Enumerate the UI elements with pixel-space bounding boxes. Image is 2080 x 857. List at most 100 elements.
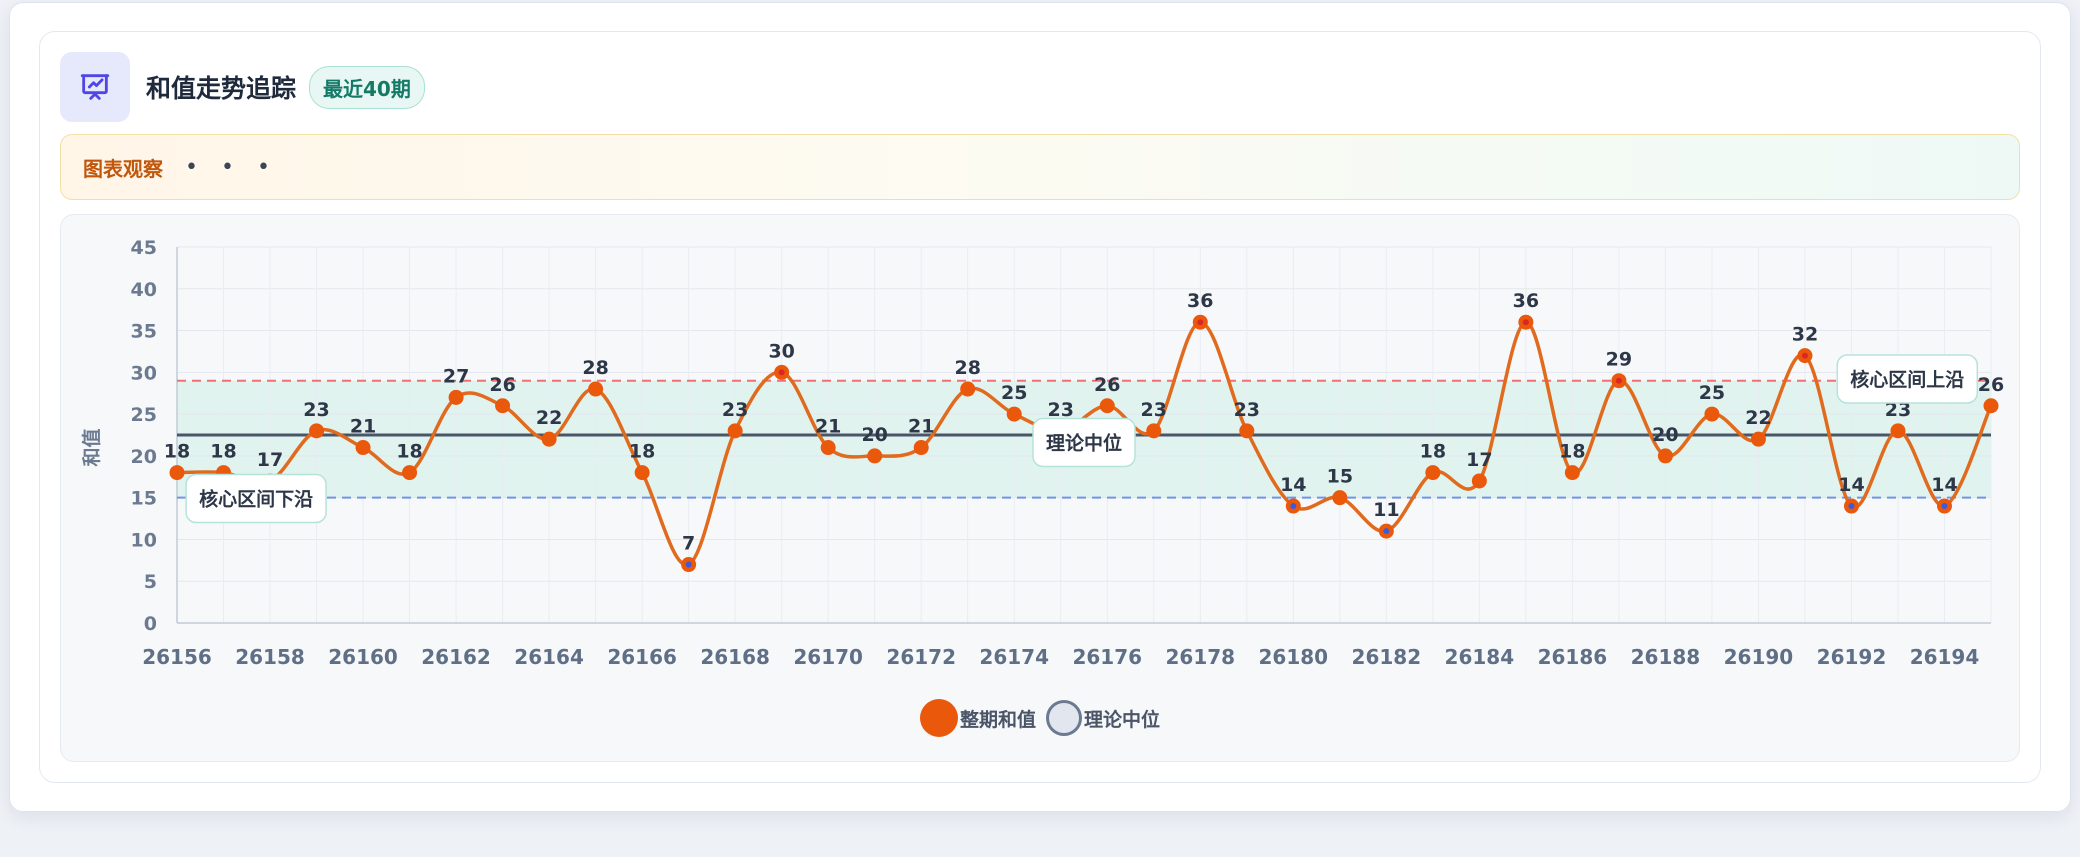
data-point <box>1983 398 1999 414</box>
data-label: 28 <box>582 357 608 379</box>
x-tick-label: 26190 <box>1724 645 1794 669</box>
data-point <box>727 423 743 439</box>
data-label: 17 <box>257 449 283 471</box>
y-tick-label: 25 <box>131 404 157 426</box>
x-tick-label: 26182 <box>1352 645 1422 669</box>
y-tick-label: 30 <box>131 362 157 384</box>
data-point-low-marker <box>1848 503 1855 510</box>
data-label: 20 <box>1652 424 1678 446</box>
x-tick-label: 26166 <box>607 645 677 669</box>
data-point-low-marker <box>685 561 692 568</box>
data-label: 26 <box>489 374 515 396</box>
data-label: 27 <box>443 365 469 387</box>
x-tick-label: 26158 <box>235 645 305 669</box>
data-label: 7 <box>682 533 695 555</box>
data-label: 23 <box>722 399 748 421</box>
chart-legend: 整期和值 理论中位 <box>61 693 2019 743</box>
data-point <box>448 389 464 405</box>
legend-marker-median <box>1046 700 1082 736</box>
data-point <box>1146 423 1162 439</box>
data-point-high-marker <box>1615 377 1622 384</box>
data-label: 14 <box>1838 474 1864 496</box>
data-label: 23 <box>303 399 329 421</box>
data-label: 14 <box>1931 474 1957 496</box>
period-badge: 最近40期 <box>309 65 425 109</box>
data-point <box>1006 406 1022 422</box>
card-header: 和值走势追踪 最近40期 <box>60 52 425 122</box>
data-point <box>820 440 836 456</box>
data-point <box>1471 473 1487 489</box>
observation-bar[interactable]: 图表观察 • • • <box>60 134 2020 200</box>
data-point <box>1704 406 1720 422</box>
legend-item-series[interactable]: 整期和值 <box>919 699 1036 737</box>
data-point-high-marker <box>1801 352 1808 359</box>
data-point <box>634 465 650 481</box>
data-point-high-marker <box>1522 319 1529 326</box>
x-tick-label: 26194 <box>1910 645 1980 669</box>
data-label: 11 <box>1373 499 1399 521</box>
data-point-low-marker <box>1290 503 1297 510</box>
data-point <box>1099 398 1115 414</box>
observation-label: 图表观察 <box>83 156 163 181</box>
legend-item-median[interactable]: 理论中位 <box>1046 700 1160 736</box>
data-label: 21 <box>815 416 841 438</box>
x-tick-label: 26180 <box>1259 645 1329 669</box>
x-tick-label: 26170 <box>793 645 863 669</box>
data-point <box>495 398 511 414</box>
data-label: 23 <box>1234 399 1260 421</box>
data-label: 23 <box>1048 399 1074 421</box>
data-point <box>588 381 604 397</box>
data-label: 23 <box>1885 399 1911 421</box>
data-label: 17 <box>1466 449 1492 471</box>
data-label: 21 <box>350 416 376 438</box>
presentation-chart-icon <box>60 52 130 122</box>
data-label: 18 <box>210 441 236 463</box>
data-label: 26 <box>1978 374 2004 396</box>
y-axis-label: 和值 <box>80 429 103 467</box>
lower-bound-label: 核心区间下沿 <box>199 488 313 511</box>
data-point-high-marker <box>778 369 785 376</box>
y-tick-label: 40 <box>131 279 157 301</box>
y-tick-label: 35 <box>131 321 157 343</box>
data-label: 15 <box>1327 466 1353 488</box>
x-tick-label: 26188 <box>1631 645 1701 669</box>
data-label: 30 <box>768 340 794 362</box>
x-tick-label: 26184 <box>1445 645 1515 669</box>
y-tick-label: 20 <box>131 446 157 468</box>
data-label: 18 <box>629 441 655 463</box>
y-tick-label: 15 <box>131 488 157 510</box>
x-tick-label: 26156 <box>142 645 212 669</box>
data-point <box>1890 423 1906 439</box>
upper-bound-label-box <box>1836 354 1979 404</box>
data-label: 20 <box>861 424 887 446</box>
data-point-low-marker <box>1941 503 1948 510</box>
data-point <box>355 440 371 456</box>
data-label: 18 <box>1559 441 1585 463</box>
data-point <box>1332 490 1348 506</box>
data-label: 18 <box>396 441 422 463</box>
y-tick-label: 0 <box>144 613 157 635</box>
x-tick-label: 26164 <box>514 645 584 669</box>
data-label: 22 <box>536 407 562 429</box>
y-tick-label: 5 <box>144 571 157 593</box>
data-label: 23 <box>1141 399 1167 421</box>
data-label: 26 <box>1094 374 1120 396</box>
data-label: 18 <box>164 441 190 463</box>
data-point <box>309 423 325 439</box>
data-point <box>169 465 185 481</box>
x-tick-label: 26168 <box>700 645 770 669</box>
x-tick-label: 26160 <box>328 645 398 669</box>
data-label: 28 <box>954 357 980 379</box>
data-point-low-marker <box>1383 528 1390 535</box>
y-tick-label: 45 <box>131 237 157 259</box>
data-label: 32 <box>1792 324 1818 346</box>
x-tick-label: 26162 <box>421 645 491 669</box>
data-label: 36 <box>1513 290 1539 312</box>
chart-area: 0 5 10 15 20 25 30 35 40 45 26156 26158 26160 26162 26… <box>60 214 2020 762</box>
data-point <box>960 381 976 397</box>
x-tick-label: 26192 <box>1817 645 1887 669</box>
median-label: 理论中位 <box>1046 432 1122 455</box>
median-label-box <box>1032 417 1136 468</box>
data-label: 25 <box>1001 382 1027 404</box>
loading-dots: • • • <box>185 154 278 180</box>
